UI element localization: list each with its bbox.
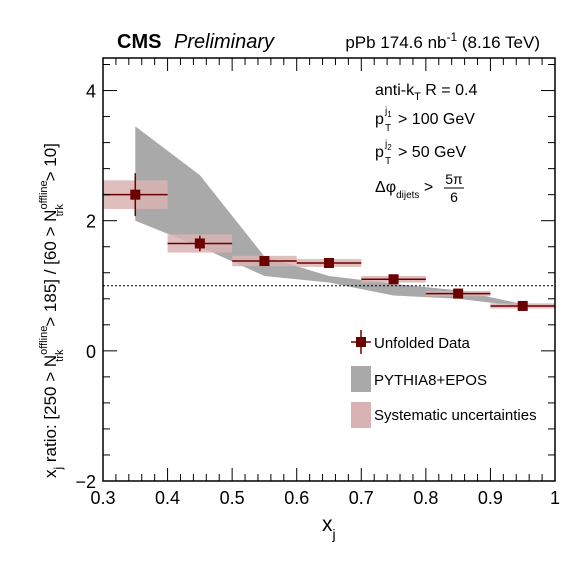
legend-syst-label: Systematic uncertainties [374,407,537,424]
x-tick-label: 0.6 [284,488,309,508]
x-tick-label: 0.7 [349,488,374,508]
annotation-pt1: p j1 T > 100 GeV [375,104,475,135]
mc-band [135,126,523,307]
data-point [453,288,464,299]
data-point [388,274,399,285]
x-tick-label: 0.8 [413,488,438,508]
data-point [194,238,205,249]
annotation-dphi-den: 6 [450,189,458,205]
legend: Unfolded Data PYTHIA8+EPOS Systematic un… [351,330,537,428]
plot-frame [102,57,556,482]
x-tick-label: 0.4 [155,488,180,508]
data-point-layer [103,173,555,311]
annotation-pt2: p j2 T > 50 GeV [375,137,466,168]
legend-mc-label: PYTHIA8+EPOS [374,372,487,389]
data-point [517,300,528,311]
y-tick-label: 0 [86,342,96,362]
legend-data-marker [356,337,366,347]
y-tick-label: −2 [75,472,96,492]
y-axis-label: xj ratio: [250 > Nofflinetrk > 185] / [6… [38,143,66,478]
dataset-suffix: (8.16 TeV) [457,33,540,52]
status-label: Preliminary [174,31,275,53]
y-tick-label: 2 [86,212,96,232]
data-point [259,256,270,267]
mc-band-layer [135,126,523,307]
annotation-dphi-num: 5π [445,171,463,187]
x-tick-label: 0.5 [220,488,245,508]
dataset-prefix: pPb 174.6 nb [345,33,446,52]
annotation-algo: anti-kT R = 0.4 [375,82,477,103]
dataset-label: pPb 174.6 nb-1 (8.16 TeV) [345,30,540,52]
data-point [324,257,334,268]
legend-data-label: Unfolded Data [374,335,471,352]
tick-layer: 0.3 0.4 0.5 0.6 0.7 0.8 0.9 1 −2 0 2 4 [75,58,560,508]
experiment-label: CMS [117,31,161,53]
legend-syst-swatch [351,402,371,428]
dataset-sup: -1 [446,30,457,44]
y-tick-label: 4 [86,82,96,102]
x-tick-label: 1 [550,488,560,508]
x-tick-label: 0.3 [90,488,115,508]
x-axis-label: xj [322,513,336,542]
annotation-dphi: Δφdijets > [375,179,433,201]
legend-mc-swatch [351,366,371,392]
x-tick-label: 0.9 [478,488,503,508]
data-point [130,189,141,200]
